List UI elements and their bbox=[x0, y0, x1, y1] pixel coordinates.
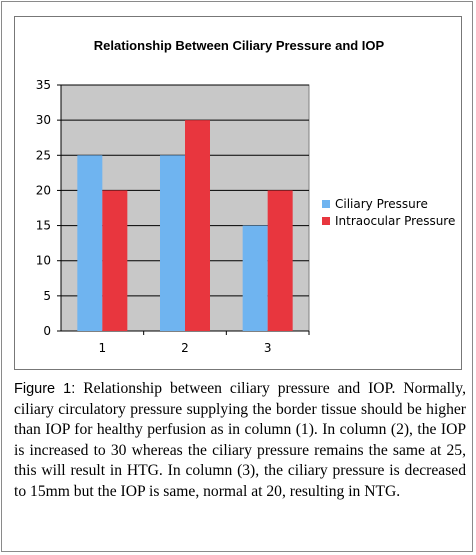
chart-title: Relationship Between Ciliary Pressure an… bbox=[93, 38, 385, 53]
legend: Ciliary Pressure Intraocular Pressure bbox=[322, 195, 455, 229]
legend-label-intraocular: Intraocular Pressure bbox=[335, 213, 456, 228]
y-tick-label-5: 5 bbox=[43, 289, 51, 303]
figure-caption: Figure 1: Relationship between ciliary p… bbox=[14, 379, 466, 503]
y-tick-label-0: 0 bbox=[43, 324, 51, 338]
legend-swatch-intraocular bbox=[322, 216, 330, 225]
bar-intraocular-3 bbox=[267, 190, 293, 331]
legend-item-intraocular: Intraocular Pressure bbox=[322, 212, 455, 229]
y-tick-label-25: 25 bbox=[36, 148, 51, 162]
x-tick-label-1: 1 bbox=[99, 341, 107, 355]
y-tick-label-35: 35 bbox=[36, 78, 51, 92]
legend-label-ciliary: Ciliary Pressure bbox=[335, 196, 428, 211]
bar-ciliary-2 bbox=[160, 155, 185, 331]
x-tick-label-2: 2 bbox=[181, 341, 189, 355]
caption-text: Relationship between ciliary pressure an… bbox=[14, 380, 466, 500]
legend-item-ciliary: Ciliary Pressure bbox=[322, 195, 455, 212]
y-tick-label-15: 15 bbox=[36, 219, 51, 233]
caption-label: Figure 1: bbox=[14, 381, 76, 397]
x-tick-label-3: 3 bbox=[264, 341, 272, 355]
bar-chart: 0 5 10 15 20 25 30 35 1 2 3 bbox=[36, 78, 310, 355]
bar-ciliary-3 bbox=[242, 225, 268, 331]
legend-swatch-ciliary bbox=[322, 199, 330, 208]
y-tick-label-20: 20 bbox=[36, 183, 51, 197]
bar-intraocular-2 bbox=[185, 120, 210, 332]
y-tick-label-10: 10 bbox=[36, 254, 51, 268]
y-tick-label-30: 30 bbox=[36, 113, 51, 127]
chart-container: Relationship Between Ciliary Pressure an… bbox=[14, 16, 462, 370]
bar-intraocular-1 bbox=[102, 190, 128, 331]
bar-ciliary-1 bbox=[77, 155, 103, 331]
